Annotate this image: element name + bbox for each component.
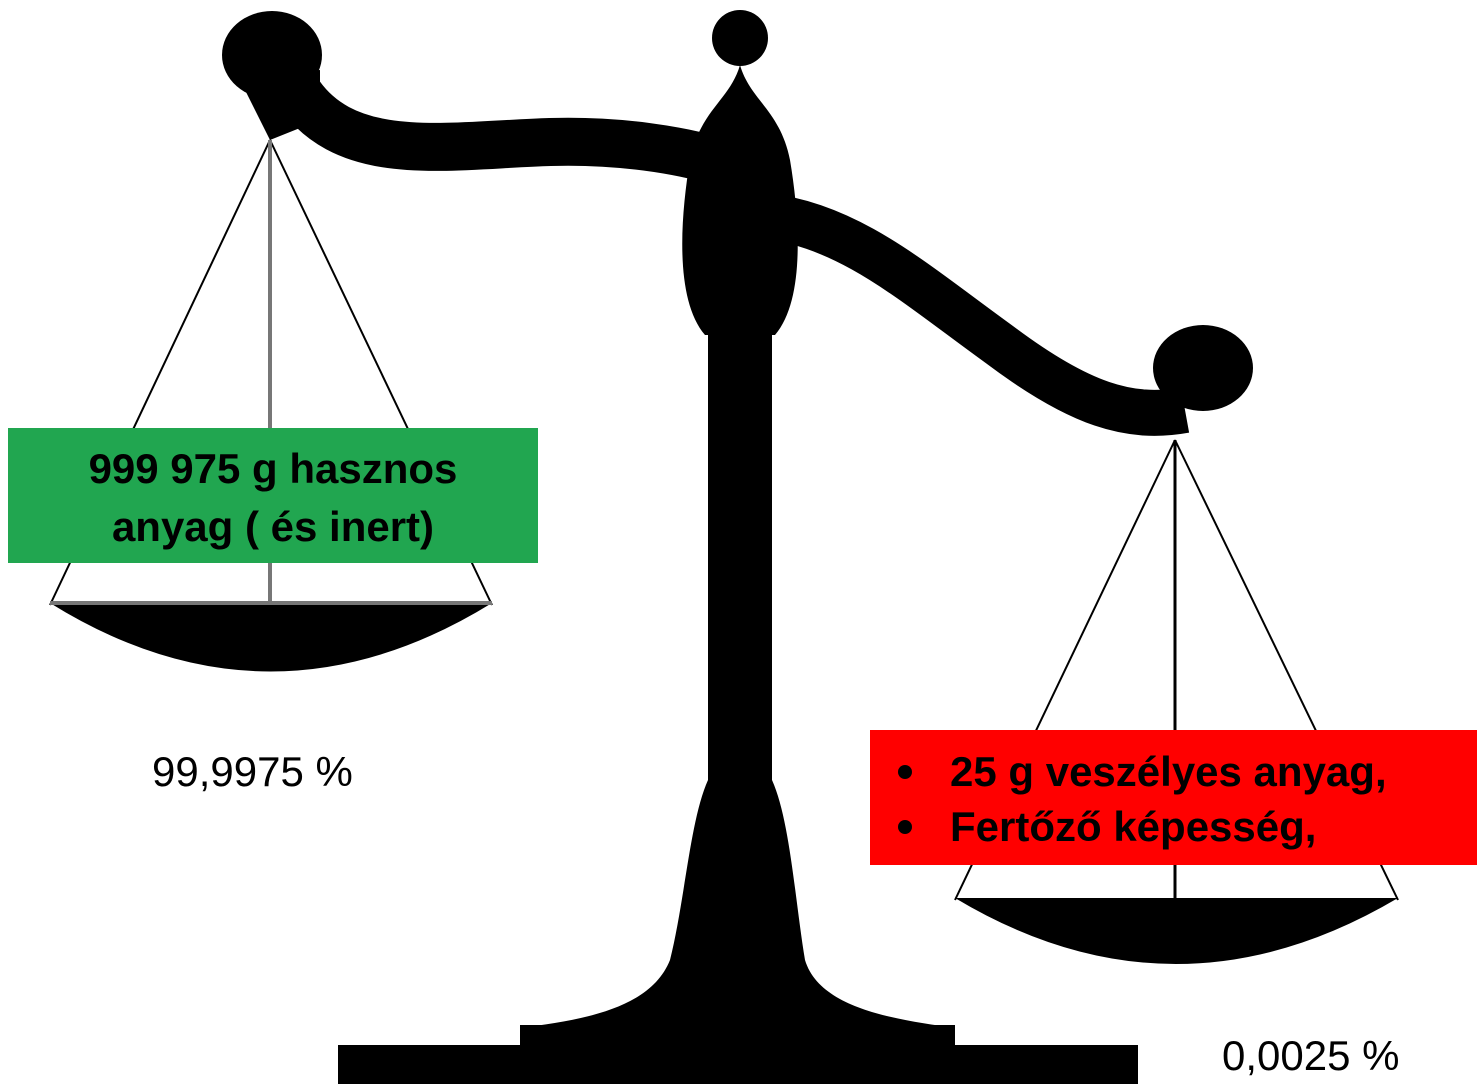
left-label-line: anyag ( és inert) xyxy=(112,503,434,550)
post-stem xyxy=(708,330,772,790)
scale xyxy=(49,10,1399,1084)
right-percent: 0,0025 % xyxy=(1222,1032,1399,1079)
right-label-box xyxy=(870,730,1477,865)
bullet xyxy=(898,765,912,779)
beam-right xyxy=(757,192,1190,436)
right-item: 25 g veszélyes anyag, xyxy=(950,748,1387,795)
beam-curl xyxy=(1153,325,1253,411)
beam-curl xyxy=(240,70,320,140)
post-foot xyxy=(520,780,955,1028)
right-item: Fertőző képesség, xyxy=(950,803,1316,850)
bullet xyxy=(898,820,912,834)
post-head xyxy=(682,65,798,335)
left-label-box xyxy=(8,428,538,563)
right-pan xyxy=(955,898,1398,964)
base xyxy=(338,1045,1138,1084)
left-percent: 99,9975 % xyxy=(152,748,353,795)
left-pan xyxy=(50,603,492,672)
base-step xyxy=(520,1025,955,1047)
finial xyxy=(712,10,768,66)
left-label-line: 999 975 g hasznos xyxy=(89,445,458,492)
beam-left xyxy=(280,80,727,186)
